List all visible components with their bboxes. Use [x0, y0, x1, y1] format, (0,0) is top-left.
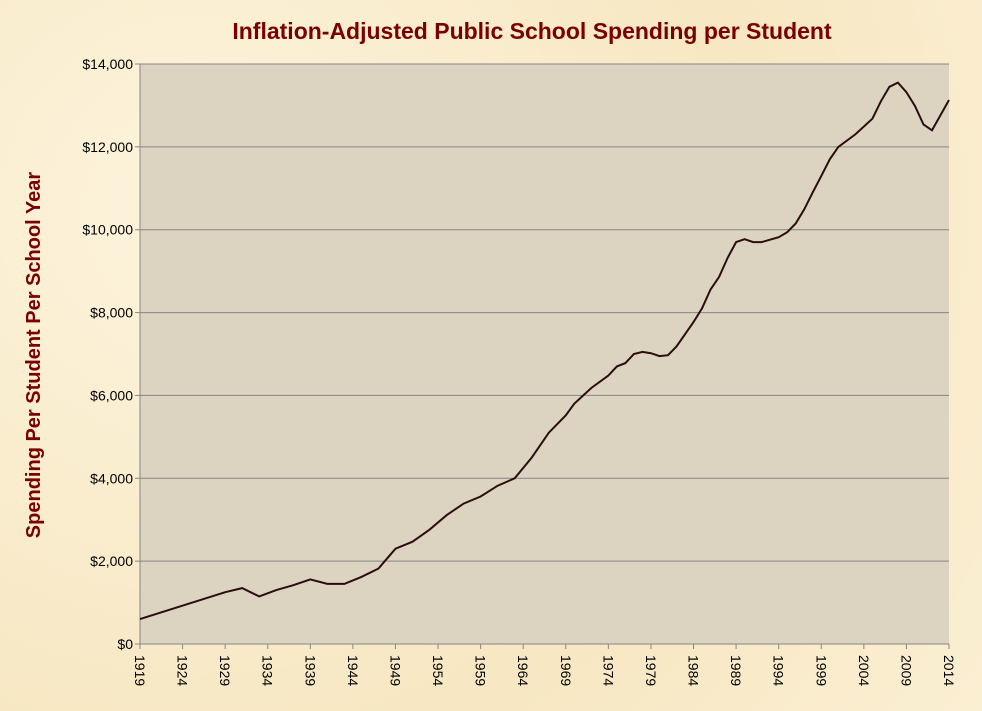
- x-tick-label: 1924: [175, 655, 191, 686]
- x-tick-label: 1954: [430, 655, 446, 686]
- y-tick-label: $2,000: [90, 553, 133, 569]
- x-tick-label: 1944: [345, 655, 361, 686]
- series-line: [139, 81, 950, 621]
- x-tick-label: 2004: [856, 655, 872, 686]
- x-tick-label: 1989: [728, 655, 744, 686]
- x-tick-label: 1994: [771, 655, 787, 686]
- x-tick-label: 2009: [898, 655, 914, 686]
- x-tick-label: 1939: [302, 655, 318, 686]
- x-tick-label: 1959: [473, 655, 489, 686]
- x-tick-label: 1934: [260, 655, 276, 686]
- x-tick-label: 1974: [600, 655, 616, 686]
- x-tick-label: 1949: [387, 655, 403, 686]
- x-tick-label: 2014: [941, 655, 957, 686]
- y-tick-label: $14,000: [82, 56, 133, 72]
- chart-title: Inflation-Adjusted Public School Spendin…: [232, 18, 832, 44]
- y-tick-label: $4,000: [90, 470, 133, 486]
- y-tick-label: $8,000: [90, 305, 133, 321]
- x-tick-label: 1969: [558, 655, 574, 686]
- x-tick-label: 1929: [217, 655, 233, 686]
- x-tick-label: 1919: [132, 655, 148, 686]
- x-tick-label: 1964: [515, 655, 531, 686]
- y-tick-label: $6,000: [90, 387, 133, 403]
- plot-area: [140, 64, 949, 644]
- y-tick-label: $12,000: [82, 139, 133, 155]
- x-tick-label: 1979: [643, 655, 659, 686]
- x-tick-label: 1984: [686, 655, 702, 686]
- x-tick-label: 1999: [813, 655, 829, 686]
- y-tick-label: $10,000: [82, 222, 133, 238]
- y-axis-label: Spending Per Student Per School Year: [23, 172, 45, 539]
- y-tick-label: $0: [117, 636, 133, 652]
